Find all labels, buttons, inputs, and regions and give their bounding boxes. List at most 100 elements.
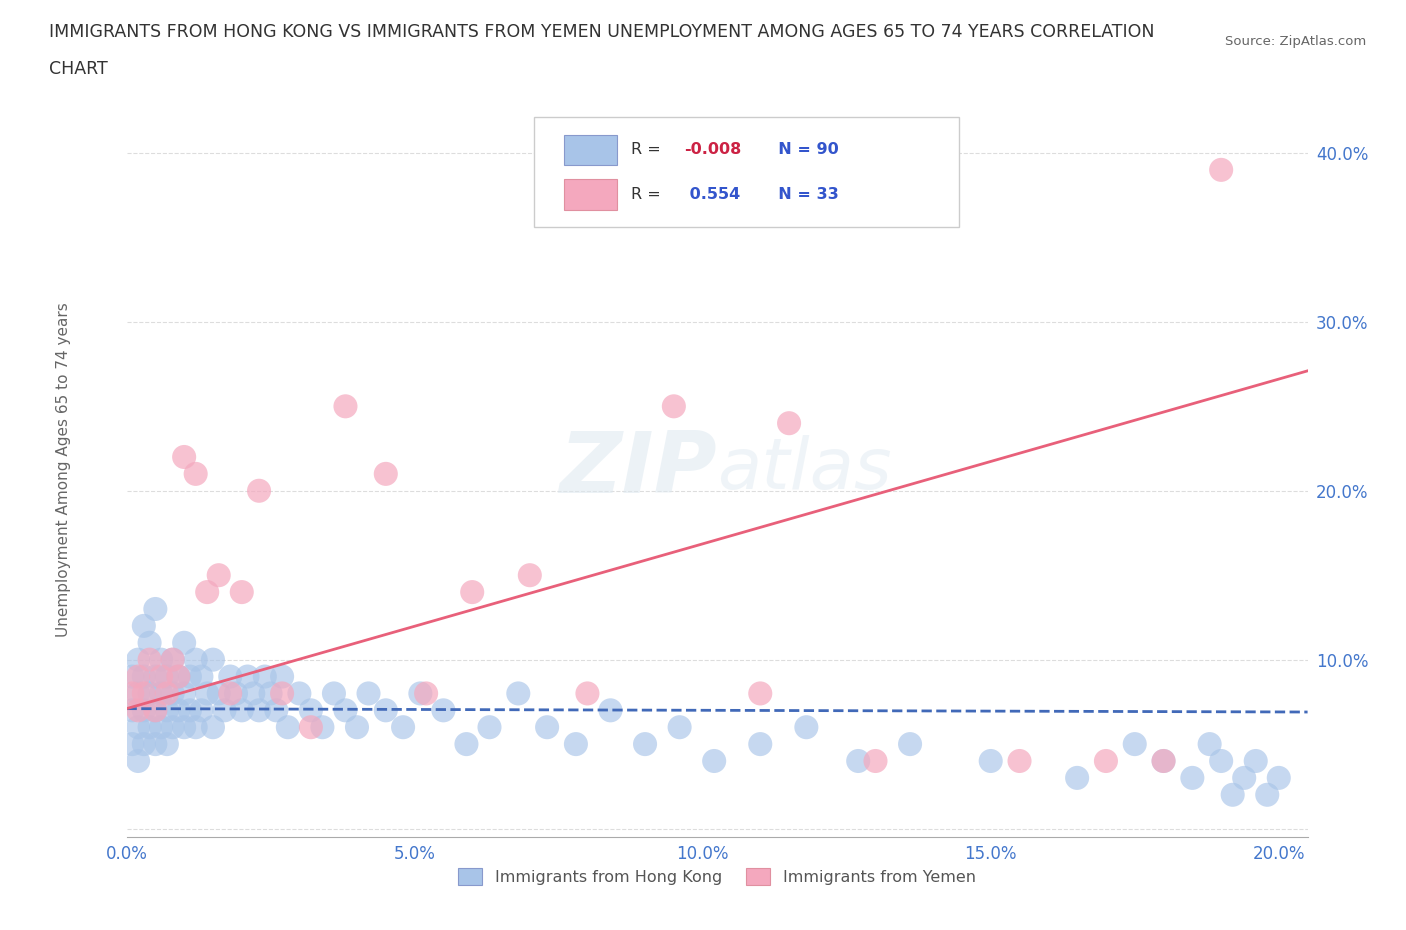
- Point: [208, 568, 231, 583]
- Point: [127, 720, 149, 735]
- Point: [184, 467, 207, 482]
- Point: [288, 686, 311, 701]
- Point: [898, 737, 921, 751]
- Point: [127, 669, 149, 684]
- Point: [668, 720, 690, 735]
- Text: CHART: CHART: [49, 60, 108, 78]
- Point: [299, 720, 322, 735]
- Point: [374, 467, 396, 482]
- Point: [127, 753, 149, 768]
- Point: [138, 652, 160, 667]
- Point: [980, 753, 1002, 768]
- Point: [271, 686, 294, 701]
- Point: [1153, 753, 1175, 768]
- Point: [1153, 753, 1175, 768]
- Point: [190, 703, 212, 718]
- Point: [231, 703, 253, 718]
- Point: [179, 703, 201, 718]
- Point: [162, 652, 184, 667]
- Text: N = 33: N = 33: [766, 187, 838, 203]
- Point: [150, 669, 173, 684]
- Point: [195, 686, 218, 701]
- Point: [236, 669, 259, 684]
- Point: [132, 669, 155, 684]
- Point: [1244, 753, 1267, 768]
- Point: [662, 399, 685, 414]
- Point: [219, 686, 242, 701]
- FancyBboxPatch shape: [534, 117, 959, 227]
- Point: [143, 703, 166, 718]
- Point: [156, 686, 179, 701]
- Point: [1181, 770, 1204, 785]
- Point: [865, 753, 887, 768]
- Point: [1008, 753, 1031, 768]
- Point: [132, 618, 155, 633]
- Point: [357, 686, 380, 701]
- Point: [461, 585, 484, 600]
- Point: [127, 686, 149, 701]
- Point: [162, 720, 184, 735]
- Point: [536, 720, 558, 735]
- Point: [132, 737, 155, 751]
- FancyBboxPatch shape: [564, 135, 617, 166]
- Point: [749, 686, 772, 701]
- Point: [173, 720, 195, 735]
- Text: N = 90: N = 90: [766, 142, 838, 157]
- Point: [225, 686, 247, 701]
- Text: 0.554: 0.554: [683, 187, 740, 203]
- Point: [311, 720, 333, 735]
- Point: [335, 703, 357, 718]
- Point: [150, 652, 173, 667]
- Point: [778, 416, 800, 431]
- Legend: Immigrants from Hong Kong, Immigrants from Yemen: Immigrants from Hong Kong, Immigrants fr…: [451, 862, 983, 892]
- Point: [259, 686, 281, 701]
- Point: [247, 484, 270, 498]
- Point: [253, 669, 276, 684]
- Point: [167, 669, 190, 684]
- Point: [1211, 163, 1233, 178]
- Point: [796, 720, 818, 735]
- Text: R =: R =: [631, 142, 665, 157]
- Point: [201, 720, 224, 735]
- Point: [456, 737, 478, 751]
- Point: [299, 703, 322, 718]
- Point: [162, 686, 184, 701]
- Point: [1222, 788, 1244, 803]
- Point: [1268, 770, 1291, 785]
- Point: [143, 669, 166, 684]
- Point: [127, 652, 149, 667]
- Point: [242, 686, 264, 701]
- Text: atlas: atlas: [717, 435, 891, 504]
- Point: [143, 703, 166, 718]
- Y-axis label: Unemployment Among Ages 65 to 74 years: Unemployment Among Ages 65 to 74 years: [56, 302, 70, 637]
- Point: [143, 737, 166, 751]
- Point: [478, 720, 501, 735]
- Point: [576, 686, 599, 701]
- Point: [208, 686, 231, 701]
- Text: R =: R =: [631, 187, 671, 203]
- Point: [121, 669, 143, 684]
- Point: [415, 686, 437, 701]
- Point: [179, 669, 201, 684]
- Text: -0.008: -0.008: [683, 142, 741, 157]
- Point: [132, 686, 155, 701]
- Point: [190, 669, 212, 684]
- Point: [346, 720, 368, 735]
- Point: [519, 568, 541, 583]
- Point: [271, 669, 294, 684]
- Point: [1066, 770, 1088, 785]
- Point: [219, 669, 242, 684]
- Point: [173, 449, 195, 464]
- Point: [1233, 770, 1256, 785]
- FancyBboxPatch shape: [564, 179, 617, 210]
- Point: [1256, 788, 1278, 803]
- Point: [132, 703, 155, 718]
- Point: [277, 720, 299, 735]
- Point: [201, 652, 224, 667]
- Point: [392, 720, 415, 735]
- Point: [846, 753, 869, 768]
- Point: [266, 703, 288, 718]
- Point: [432, 703, 454, 718]
- Point: [121, 703, 143, 718]
- Point: [565, 737, 588, 751]
